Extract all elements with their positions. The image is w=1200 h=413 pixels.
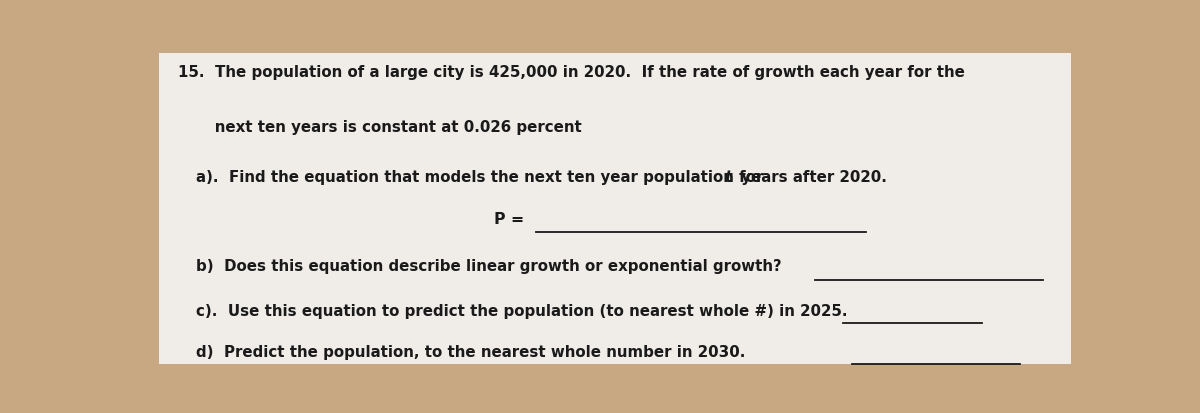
Text: years after 2020.: years after 2020. [736, 171, 887, 185]
FancyBboxPatch shape [160, 53, 1070, 364]
Text: c).  Use this equation to predict the population (to nearest whole #) in 2025.: c). Use this equation to predict the pop… [197, 304, 853, 319]
Text: next ten years is constant at 0.026 percent: next ten years is constant at 0.026 perc… [178, 119, 582, 135]
Text: 15.  The population of a large city is 425,000 in 2020.  If the rate of growth e: 15. The population of a large city is 42… [178, 65, 965, 81]
Text: t: t [725, 171, 732, 185]
Text: d)  Predict the population, to the nearest whole number in 2030.: d) Predict the population, to the neares… [197, 345, 746, 360]
Text: P =: P = [494, 212, 529, 227]
Text: b)  Does this equation describe linear growth or exponential growth?: b) Does this equation describe linear gr… [197, 259, 787, 275]
Text: a).  Find the equation that models the next ten year population for: a). Find the equation that models the ne… [197, 171, 769, 185]
